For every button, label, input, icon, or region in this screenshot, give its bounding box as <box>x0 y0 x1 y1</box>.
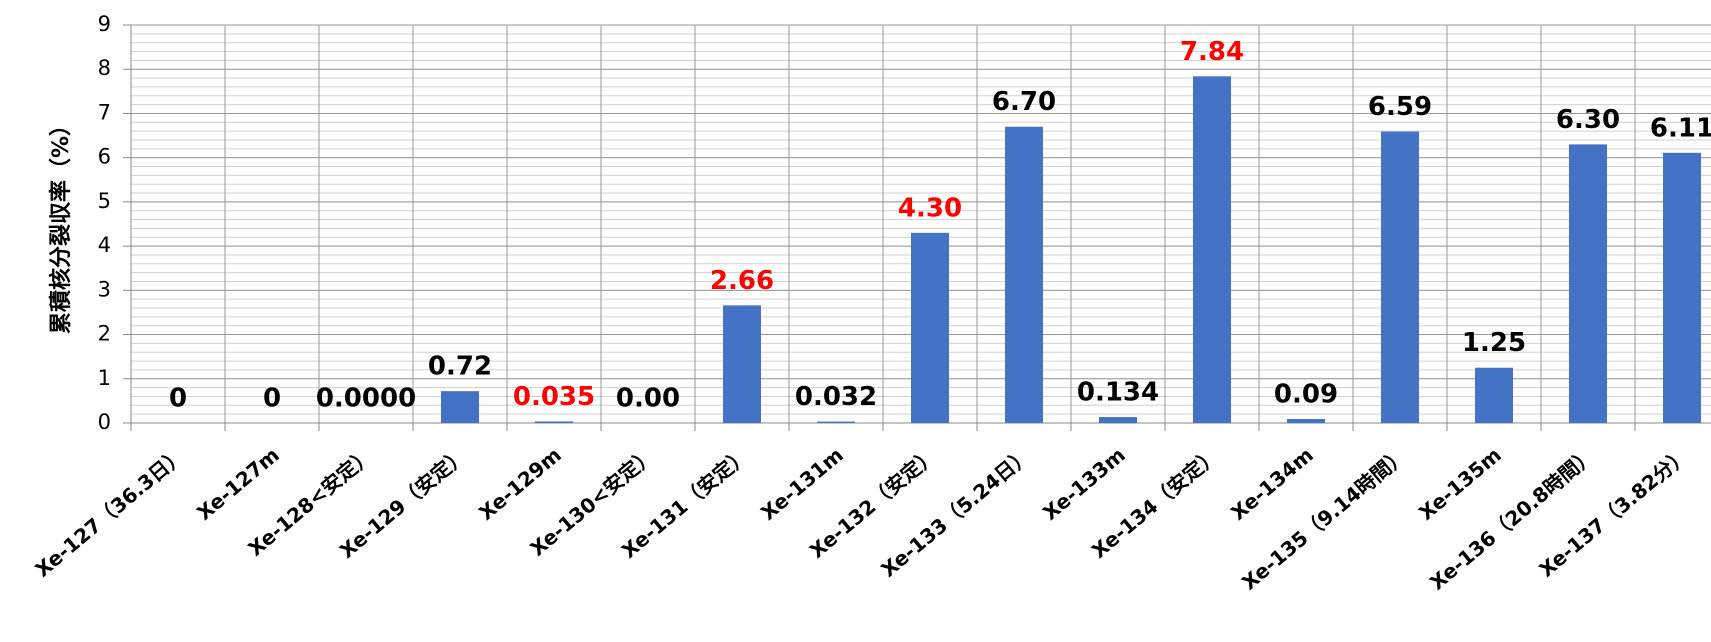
y-tick-label: 0 <box>98 410 111 434</box>
y-tick-label: 9 <box>98 12 111 36</box>
y-tick-label: 8 <box>98 56 111 80</box>
x-tick-label: Xe-135（9.14時間） <box>1237 443 1412 595</box>
bar <box>817 421 855 423</box>
value-label: 0.00 <box>616 384 680 414</box>
value-label: 1.25 <box>1462 328 1526 358</box>
value-label: 6.70 <box>992 87 1056 117</box>
x-tick-label: Xe-135m <box>1414 443 1506 525</box>
x-tick-label: Xe-136（20.8時間） <box>1425 443 1600 595</box>
bar <box>535 421 573 423</box>
bar <box>1475 367 1513 423</box>
value-label: 0.09 <box>1274 380 1338 410</box>
bar <box>1381 131 1419 423</box>
y-tick-label: 6 <box>98 145 111 169</box>
value-label: 2.66 <box>710 266 774 296</box>
y-tick-label: 2 <box>98 322 111 346</box>
value-label: 0.035 <box>513 382 595 412</box>
y-tick-label: 3 <box>98 277 111 301</box>
x-tick-label: Xe-129m <box>474 443 566 525</box>
value-label: 0 <box>263 384 281 414</box>
value-label: 0.134 <box>1077 378 1159 408</box>
x-tick-label: Xe-133m <box>1038 443 1130 525</box>
x-tick-label: Xe-127（36.3日） <box>30 443 189 582</box>
bar <box>723 305 761 423</box>
x-tick-label: Xe-131m <box>756 443 848 525</box>
value-label: 0.032 <box>795 382 877 412</box>
value-label: 0 <box>169 384 187 414</box>
value-label: 6.11 <box>1650 113 1711 143</box>
bar <box>1663 152 1701 423</box>
bar <box>1005 126 1043 423</box>
bar <box>441 391 479 423</box>
value-label: 6.59 <box>1368 92 1432 122</box>
value-label: 0.0000 <box>316 384 416 414</box>
y-tick-label: 4 <box>98 233 111 257</box>
bar <box>1569 144 1607 423</box>
value-label: 4.30 <box>898 193 962 223</box>
x-tick-label: Xe-127m <box>192 443 284 525</box>
y-tick-label: 7 <box>98 100 111 124</box>
value-label: 6.30 <box>1556 105 1620 135</box>
bar <box>1193 76 1231 423</box>
y-tick-label: 5 <box>98 189 111 213</box>
bar <box>1099 417 1137 423</box>
value-label: 7.84 <box>1180 37 1244 67</box>
bar <box>1287 419 1325 423</box>
y-tick-label: 1 <box>98 366 111 390</box>
value-label: 0.72 <box>428 352 492 382</box>
bar <box>911 232 949 423</box>
x-tick-label: Xe-134m <box>1226 443 1318 525</box>
y-axis-label: 累積核分裂収率（%） <box>48 114 74 334</box>
